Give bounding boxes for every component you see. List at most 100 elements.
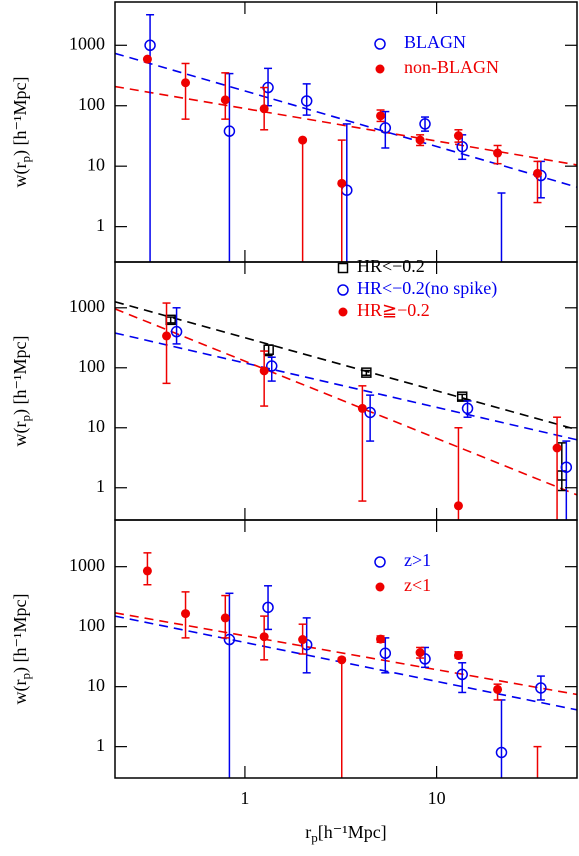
y-axis-label-part: ) [h⁻¹Mpc] [10,594,31,673]
y-axis-label: w(rp) [h⁻¹Mpc] [10,594,33,705]
y-axis-label: w(rp) [h⁻¹Mpc] [10,77,33,188]
x-axis-label-part: r [305,822,311,842]
marker [220,613,230,623]
x-axis-label-sub: p [311,830,318,845]
marker [259,104,269,114]
marker [170,325,183,338]
legend-marker [337,284,349,296]
marker [419,118,431,130]
frame [114,519,578,779]
legend-marker [374,38,386,50]
frame [114,1,578,263]
marker [144,39,156,52]
legend-marker [337,262,349,274]
marker [535,682,547,694]
legend-label: HR≧−0.2 [357,300,430,320]
y-tick-label: 10 [87,416,105,436]
marker [495,746,508,759]
y-axis-label-sub: p [18,415,33,422]
marker [533,784,542,793]
marker [181,78,191,88]
legend-marker [375,582,385,592]
marker [262,601,274,614]
marker [379,647,392,660]
marker [376,111,386,121]
plot-area [115,13,577,274]
marker [453,131,463,141]
y-tick-label: 10 [87,154,105,174]
y-axis-label-part: ) [h⁻¹Mpc] [10,336,31,415]
marker [376,634,386,644]
marker [223,633,236,646]
panel: 1 10 100 1000 w(rp) [h⁻¹Mpc] BLAGN non-BLAGN [10,1,578,274]
marker [415,648,425,658]
y-axis-label: w(rp) [h⁻¹Mpc] [10,336,33,447]
marker [298,635,308,645]
marker [220,95,230,105]
x-axis-label-part: [h⁻¹Mpc] [318,822,387,842]
y-tick-label: 1000 [69,296,105,316]
x-tick-label: 1 [240,788,249,808]
fit-line [115,301,577,431]
marker [453,651,463,661]
y-tick-label: 100 [78,356,105,376]
legend-marker [374,556,386,568]
legend-label: BLAGN [404,32,466,52]
marker [364,406,376,419]
marker [357,403,367,413]
plot-area [115,301,577,520]
marker [298,135,308,145]
marker [259,632,269,642]
legend-label: HR<−0.2(no spike) [357,278,497,299]
y-axis-label-sub: p [18,673,33,680]
marker [419,653,431,665]
fit-line [115,612,577,696]
y-tick-label: 1 [96,215,105,235]
frame [114,261,578,521]
y-tick-label: 1000 [69,555,105,575]
y-axis-label-part: ) [h⁻¹Mpc] [10,77,31,156]
fit-line [115,332,577,441]
y-tick-label: 100 [78,615,105,635]
marker [223,125,236,137]
legend-label: z>1 [404,550,431,570]
marker [142,566,152,576]
marker [453,501,463,511]
marker [379,122,392,134]
y-axis-label-part: w(r [10,162,31,187]
marker [533,168,543,178]
marker [552,443,562,453]
legend-label: HR<−0.2 [357,256,425,276]
marker [496,264,506,274]
fit-line [115,52,577,188]
y-axis-label-part: w(r [10,421,31,446]
marker [560,461,573,473]
x-tick-label: 10 [428,788,446,808]
y-axis-label-sub: p [18,156,33,163]
marker [337,655,347,665]
x-axis-label: rp[h⁻¹Mpc] [305,822,386,845]
y-axis-label-part: w(r [10,679,31,704]
fit-line [115,615,577,711]
y-tick-label: 1 [96,476,105,496]
marker [265,360,278,372]
y-tick-label: 1 [96,735,105,755]
marker [361,367,372,378]
legend-label: z<1 [404,575,431,595]
marker [181,609,191,619]
legend-marker [375,64,385,74]
y-tick-label: 100 [78,94,105,114]
panel: 1 10 100 1000 w(rp) [h⁻¹Mpc] HR<−0.2HR<−0.2(n… [10,256,578,521]
fit-line [115,308,577,496]
marker [493,148,503,158]
y-tick-label: 10 [87,675,105,695]
marker [162,331,172,341]
marker [142,54,152,64]
marker [337,178,347,188]
fit-line [115,85,577,166]
legend-label: non-BLAGN [404,57,499,77]
y-tick-label: 1000 [69,33,105,53]
marker [461,402,474,415]
